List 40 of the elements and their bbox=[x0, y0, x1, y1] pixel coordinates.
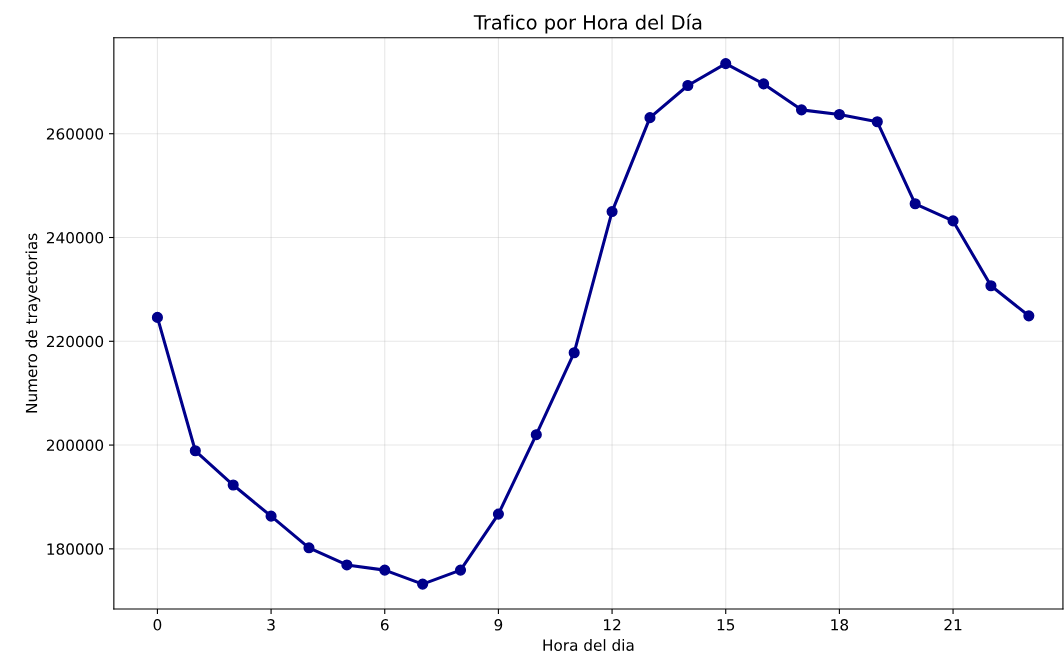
y-axis-title: Numero de trayectorias bbox=[25, 233, 41, 413]
point bbox=[568, 347, 580, 359]
point bbox=[379, 564, 391, 576]
point bbox=[454, 564, 467, 576]
x-axis-title: Hora del dia bbox=[543, 639, 634, 651]
y-tick-label: 180000 bbox=[47, 543, 104, 555]
point bbox=[795, 104, 808, 116]
point bbox=[947, 215, 959, 227]
point bbox=[720, 58, 732, 70]
point bbox=[909, 198, 921, 210]
chart-title: Trafico por Hora del Día bbox=[473, 13, 702, 34]
x-tick-label: 9 bbox=[494, 619, 503, 631]
point bbox=[227, 479, 239, 491]
point bbox=[644, 112, 656, 124]
point bbox=[606, 206, 618, 218]
point bbox=[189, 445, 201, 457]
point bbox=[758, 78, 770, 90]
point bbox=[417, 578, 429, 590]
point bbox=[985, 280, 997, 292]
x-tick-label: 6 bbox=[380, 619, 389, 631]
x-tick-label: 3 bbox=[267, 619, 275, 631]
y-tick-label: 220000 bbox=[46, 335, 104, 348]
point bbox=[682, 79, 694, 92]
x-tick-label: 21 bbox=[944, 619, 962, 631]
point bbox=[341, 559, 353, 571]
y-tick-label: 240000 bbox=[46, 231, 104, 244]
point bbox=[871, 116, 883, 128]
point bbox=[530, 429, 542, 441]
point bbox=[151, 311, 163, 323]
point bbox=[833, 108, 845, 121]
y-tick-label: 260000 bbox=[46, 128, 104, 140]
y-tick-label: 200000 bbox=[46, 439, 104, 452]
point bbox=[492, 508, 504, 520]
x-tick-label: 15 bbox=[717, 619, 735, 631]
x-tick-label: 0 bbox=[153, 619, 162, 631]
point bbox=[303, 542, 315, 554]
x-tick-label: 18 bbox=[831, 619, 849, 631]
point bbox=[1023, 310, 1035, 322]
x-tick-label: 12 bbox=[604, 619, 621, 631]
point bbox=[265, 510, 277, 522]
